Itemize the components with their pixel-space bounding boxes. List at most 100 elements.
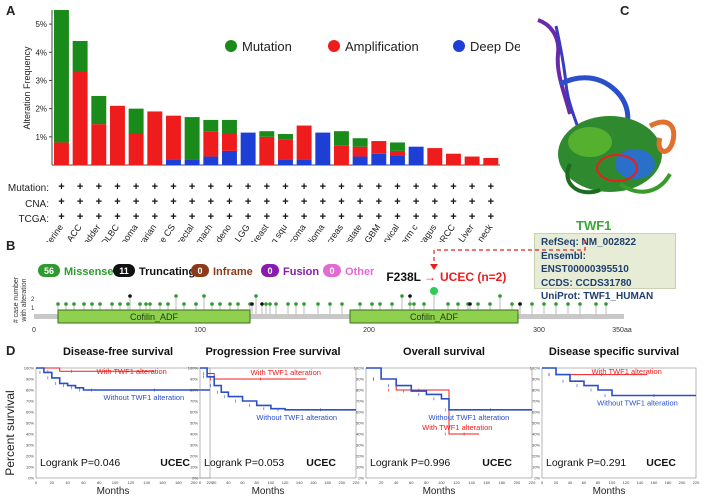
lollipop-missense-head[interactable]	[358, 302, 362, 306]
lollipop-missense-head[interactable]	[542, 302, 546, 306]
lollipop-truncating-head[interactable]	[260, 302, 264, 306]
grid-plus-mark: +	[469, 211, 475, 223]
lollipop-missense-head[interactable]	[148, 302, 152, 306]
lollipop-missense-head[interactable]	[138, 302, 142, 306]
lollipop-missense-head[interactable]	[302, 302, 306, 306]
lollipop-missense-head[interactable]	[182, 302, 186, 306]
survival-panel: Overall survival 0% 10% 20% 30% 40% 50% 60% 70% 8…	[354, 346, 536, 497]
survival-frame	[365, 367, 533, 479]
lollipop-missense-head[interactable]	[510, 302, 514, 306]
lollipop-missense-head[interactable]	[158, 302, 162, 306]
survival-xtick: 160	[159, 480, 166, 485]
lollipop-missense-head[interactable]	[328, 302, 332, 306]
lollipop-missense-head[interactable]	[110, 302, 114, 306]
lollipop-truncating-head[interactable]	[518, 302, 522, 306]
label-without-alteration: Without TWF1 alteration	[597, 399, 678, 408]
grid-plus-mark: +	[114, 211, 120, 223]
lollipop-missense-head[interactable]	[400, 294, 404, 298]
lollipop-missense-head[interactable]	[126, 302, 130, 306]
legend-mutation-label: Mutation	[242, 39, 292, 54]
lollipop-ytick-2: 2	[31, 297, 35, 303]
legend-amplification-label: Amplification	[345, 39, 419, 54]
lollipop-missense-head[interactable]	[294, 302, 298, 306]
lollipop-missense-head[interactable]	[90, 302, 94, 306]
lollipop-missense-head[interactable]	[412, 302, 416, 306]
survival-ytick: 30%	[532, 443, 540, 448]
lollipop-missense-head[interactable]	[566, 302, 570, 306]
lollipop-missense-head[interactable]	[378, 302, 382, 306]
panel-letter-b: B	[6, 238, 16, 253]
lollipop-missense-head[interactable]	[174, 294, 178, 298]
lollipop-missense-head[interactable]	[236, 302, 240, 306]
ribbon-loop-green-2	[618, 172, 672, 194]
lollipop-missense-head[interactable]	[72, 302, 76, 306]
legend-fusion-label: Fusion	[283, 266, 319, 278]
survival-xtick: 80	[596, 480, 601, 485]
lollipop-missense-head[interactable]	[476, 302, 480, 306]
grid-plus-mark: +	[264, 196, 270, 208]
lollipop-missense-head[interactable]	[82, 302, 86, 306]
lollipop-missense-head[interactable]	[166, 302, 170, 306]
bar-amplification	[147, 111, 163, 165]
lollipop-missense-head[interactable]	[370, 302, 374, 306]
survival-xtick: 20	[212, 480, 217, 485]
curve-with-alteration	[36, 367, 155, 372]
lollipop-missense-head[interactable]	[446, 302, 450, 306]
bar-mutation	[128, 108, 144, 134]
grid-plus-mark: +	[245, 181, 251, 193]
lollipop-missense-head[interactable]	[194, 302, 198, 306]
survival-xtick: 160	[651, 480, 658, 485]
survival-xtick: 20	[50, 480, 55, 485]
protein-info-box: RefSeq: NM_002822 Ensembl: ENST000003955…	[534, 233, 676, 302]
lollipop-missense-head[interactable]	[456, 302, 460, 306]
lollipop-missense-head[interactable]	[202, 294, 206, 298]
logrank-stat: Logrank P=0.291	[546, 457, 626, 469]
grid-plus-mark: +	[357, 181, 363, 193]
bar-amplification	[278, 139, 293, 160]
lollipop-truncating-head[interactable]	[128, 294, 132, 298]
lollipop-missense-head[interactable]	[594, 302, 598, 306]
lollipop-missense-head[interactable]	[268, 302, 272, 306]
lollipop-missense-head[interactable]	[254, 294, 258, 298]
lollipop-missense-head[interactable]	[316, 302, 320, 306]
bar-mutation	[184, 117, 200, 160]
lollipop-missense-head[interactable]	[498, 294, 502, 298]
ensembl-text: Ensembl: ENST00000395510	[541, 250, 629, 276]
lollipop-missense-head[interactable]	[340, 302, 344, 306]
lollipop-missense-head[interactable]	[530, 302, 534, 306]
lollipop-missense-head[interactable]	[228, 302, 232, 306]
bar-deep-deletion	[278, 159, 293, 165]
lollipop-missense-head[interactable]	[118, 302, 122, 306]
legend-truncating-label: Truncating	[139, 266, 195, 278]
lollipop-truncating-head[interactable]	[468, 302, 472, 306]
lollipop-missense-head[interactable]	[210, 302, 214, 306]
lollipop-truncating-head[interactable]	[408, 294, 412, 298]
lollipop-missense-head[interactable]	[286, 302, 290, 306]
lollipop-missense-head[interactable]	[488, 302, 492, 306]
lollipop-missense-head[interactable]	[274, 302, 278, 306]
bar-deep-deletion	[315, 132, 331, 165]
survival-xtick: 220	[353, 480, 360, 485]
lollipop-truncating-head[interactable]	[250, 302, 254, 306]
lollipop-missense-head[interactable]	[64, 302, 68, 306]
survival-ytick: 60%	[26, 410, 34, 415]
survival-xtick: 40	[65, 480, 70, 485]
bar-mutation	[334, 131, 349, 146]
lollipop-missense-head[interactable]	[264, 302, 268, 306]
lollipop-missense-head[interactable]	[604, 302, 608, 306]
lollipop-missense-head[interactable]	[422, 302, 426, 306]
survival-ytick: 100%	[354, 366, 365, 371]
lollipop-missense-head[interactable]	[390, 302, 394, 306]
survival-ytick: 20%	[190, 454, 198, 459]
survival-xtick: 60	[81, 480, 86, 485]
lollipop-missense-head[interactable]	[56, 302, 60, 306]
lollipop-missense-head[interactable]	[144, 302, 148, 306]
lollipop-missense-head[interactable]	[98, 302, 102, 306]
lollipop-missense-head[interactable]	[578, 302, 582, 306]
survival-ytick: 30%	[190, 443, 198, 448]
grid-plus-mark: +	[394, 196, 400, 208]
lollipop-missense-head[interactable]	[554, 302, 558, 306]
survival-xtick: 220	[529, 480, 536, 485]
lollipop-missense-head[interactable]	[218, 302, 222, 306]
lollipop-hotspot-head[interactable]	[430, 287, 438, 295]
